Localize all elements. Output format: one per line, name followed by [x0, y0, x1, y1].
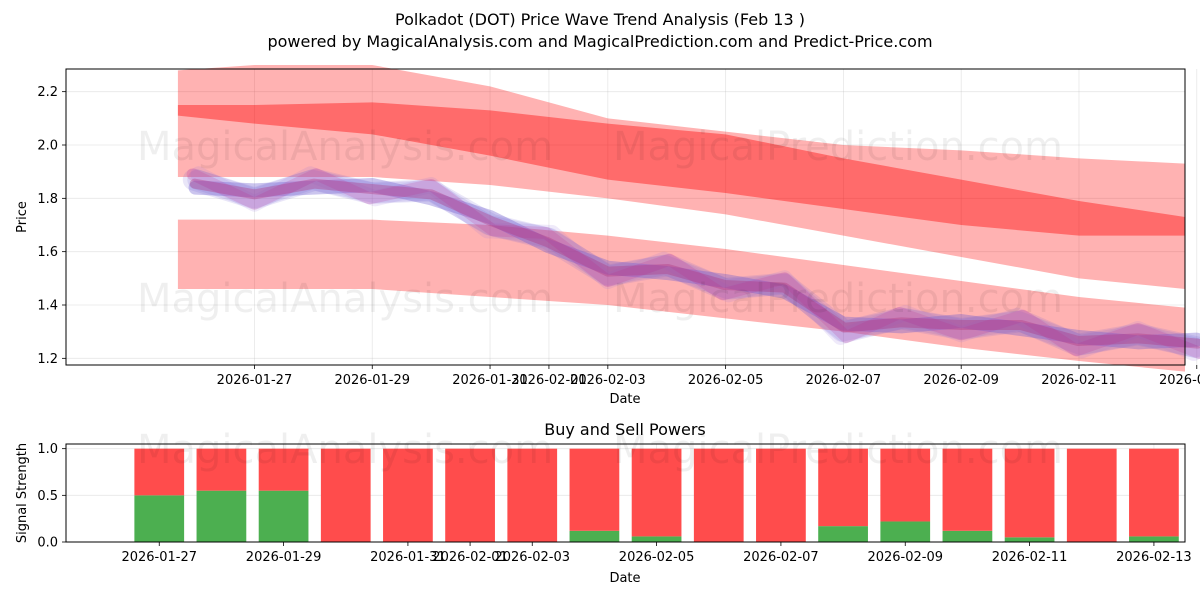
signal-chart-panel: MagicalAnalysis.com MagicalPrediction.co… [15, 420, 1192, 586]
price-y-tick-label: 1.2 [37, 352, 58, 367]
buy-power-bar [942, 530, 993, 542]
sell-power-bar [445, 448, 495, 542]
price-x-tick-label: 2026-02-09 [923, 373, 999, 388]
price-wave-line [186, 168, 1200, 359]
signal-x-tick-label: 2026-02-05 [619, 550, 695, 565]
price-y-tick-label: 2.2 [37, 85, 58, 100]
price-wave-line [188, 178, 1200, 350]
watermark-analysis-mid: MagicalAnalysis.com [137, 276, 553, 322]
buy-power-bar [569, 530, 620, 542]
price-y-axis-label: Price [15, 201, 30, 233]
watermark-analysis-bottom: MagicalAnalysis.com [137, 427, 553, 473]
price-x-axis-label: Date [609, 392, 640, 407]
price-wave-line [182, 168, 1200, 359]
lower-outer-band [177, 219, 1185, 372]
price-wave-line [189, 178, 1200, 349]
price-x-tick-label: 2026-02-07 [806, 373, 882, 388]
buy-power-bar [631, 536, 682, 542]
price-plot-frame [65, 68, 1186, 366]
watermark-prediction-bottom: MagicalPrediction.com [613, 427, 1063, 473]
buy-power-bar [196, 490, 247, 542]
price-wave-line [187, 169, 1200, 358]
signal-x-axis-label: Date [609, 571, 640, 586]
sell-power-bar [880, 448, 931, 522]
watermark-prediction-mid: MagicalPrediction.com [613, 276, 1063, 322]
sell-power-bar [569, 448, 620, 531]
upper-core-band [177, 102, 1185, 236]
sell-power-bar [1129, 448, 1179, 537]
price-x-tick-label: 2026-02-03 [570, 373, 646, 388]
watermark-analysis-top: MagicalAnalysis.com [137, 124, 553, 170]
sell-power-bar [631, 448, 682, 537]
sell-power-bar [134, 448, 185, 496]
sell-power-bar [507, 448, 558, 542]
signal-plot-frame [65, 443, 1186, 543]
buy-power-bar [1004, 537, 1055, 542]
buy-power-bar [1129, 536, 1179, 542]
buy-power-bar [258, 490, 309, 542]
price-x-tick-label: 2026-02-05 [688, 373, 764, 388]
price-wave-line [190, 166, 1200, 361]
sell-power-bar [196, 448, 247, 491]
signal-x-tick-label: 2026-01-29 [246, 550, 322, 565]
buy-power-bar [880, 521, 931, 542]
signal-y-tick-label: 0.0 [37, 536, 58, 551]
price-chart-panel: MagicalAnalysis.com MagicalPrediction.co… [15, 65, 1200, 407]
sell-power-bar [258, 448, 309, 491]
sell-power-bar [818, 448, 868, 527]
sell-power-bar [320, 448, 371, 542]
upper-outer-band [177, 65, 1185, 289]
signal-y-tick-label: 0.5 [37, 489, 58, 504]
signal-x-tick-label: 2026-02-11 [992, 550, 1068, 565]
sell-power-bar [942, 448, 993, 531]
signal-y-axis-label: Signal Strength [15, 443, 30, 543]
signal-x-tick-label: 2026-02-07 [743, 550, 819, 565]
watermark-prediction-top: MagicalPrediction.com [613, 124, 1063, 170]
price-y-tick-label: 1.8 [37, 192, 58, 207]
price-x-tick-label: 2026-01-31 [452, 373, 528, 388]
sell-power-bar [1004, 448, 1055, 538]
signal-x-tick-label: 2026-02-03 [494, 550, 570, 565]
signal-x-tick-label: 2026-02-01 [432, 550, 508, 565]
price-x-tick-label: 2026-02-11 [1041, 373, 1117, 388]
price-x-tick-label: 2026-02-13 [1159, 373, 1200, 388]
signal-x-tick-label: 2026-01-27 [121, 550, 197, 565]
signal-x-tick-label: 2026-02-09 [867, 550, 943, 565]
price-x-tick-label: 2026-01-29 [334, 373, 410, 388]
buy-power-bar [134, 495, 185, 542]
signal-x-tick-label: 2026-01-31 [370, 550, 446, 565]
buy-power-bar [818, 526, 868, 542]
sell-power-bar [1066, 448, 1117, 542]
price-x-tick-label: 2026-01-27 [217, 373, 293, 388]
signal-chart-title: Buy and Sell Powers [544, 420, 706, 439]
sell-power-bar [756, 448, 806, 542]
signal-x-tick-label: 2026-02-13 [1116, 550, 1192, 565]
signal-y-tick-label: 1.0 [37, 442, 58, 457]
price-x-tick-label: 2026-02-01 [511, 373, 587, 388]
sell-power-bar [693, 448, 744, 542]
title-line-2: powered by MagicalAnalysis.com and Magic… [267, 32, 932, 51]
title-line-1: Polkadot (DOT) Price Wave Trend Analysis… [395, 10, 805, 29]
price-y-tick-label: 1.4 [37, 299, 58, 314]
sell-power-bar [383, 448, 433, 542]
price-y-tick-label: 2.0 [37, 139, 58, 154]
price-y-tick-label: 1.6 [37, 245, 58, 260]
